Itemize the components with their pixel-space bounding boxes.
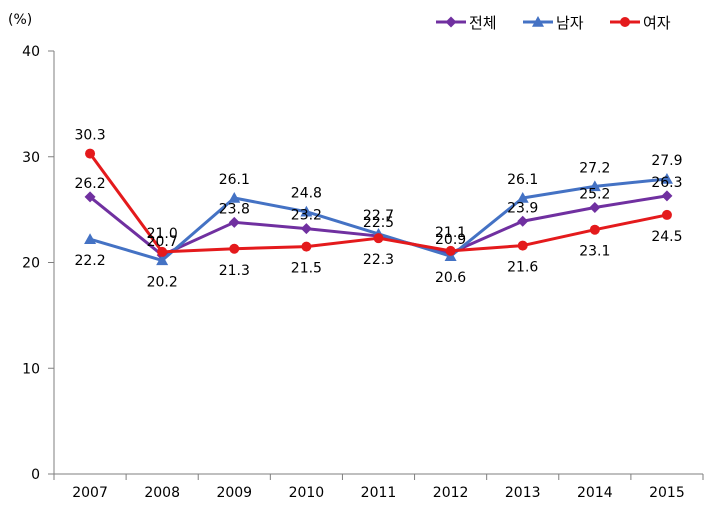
x-tick-label: 2007 [72,485,108,501]
data-point [156,254,169,266]
data-point [300,223,312,235]
data-point [84,233,97,245]
data-point [589,202,601,214]
y-tick-label: 20 [22,256,40,272]
data-label: 20.7 [147,234,178,250]
data-point [516,191,529,203]
data-label: 21.5 [291,261,322,277]
y-tick-label: 30 [22,150,40,166]
x-tick-label: 2014 [577,485,613,501]
legend-label: 전체 [469,14,497,32]
x-tick-label: 2009 [216,485,252,501]
x-tick-label: 2013 [505,485,541,501]
data-label: 22.3 [363,252,394,268]
data-point [301,241,312,252]
data-label: 26.3 [651,175,682,191]
data-point [660,172,673,184]
data-label: 23.2 [291,208,322,224]
data-label: 23.1 [579,244,610,260]
data-label: 21.3 [219,263,250,279]
data-label: 21.6 [507,260,538,276]
data-label: 24.5 [651,229,682,245]
data-label: 24.8 [291,186,322,202]
data-label: 30.3 [74,128,105,144]
data-label: 27.2 [579,160,610,176]
data-label: 20.6 [435,270,466,286]
y-tick-label: 10 [22,361,40,377]
y-tick-label: 40 [22,44,40,60]
legend-marker [620,17,630,27]
data-label: 22.2 [74,253,105,269]
data-label: 21.1 [435,225,466,241]
series-3 [85,148,672,257]
data-label: 23.8 [219,201,250,217]
x-tick-label: 2015 [649,485,685,501]
data-point [517,215,529,227]
data-point [445,245,456,256]
data-label: 20.2 [147,274,178,290]
legend: 전체 남자 여자 [436,14,671,32]
data-label: 22.5 [363,215,394,231]
legend-label: 남자 [556,14,584,32]
data-point [157,246,168,257]
series-layer [84,148,673,266]
x-tick-label: 2010 [289,485,325,501]
data-point [84,191,96,203]
legend-marker [532,16,544,27]
axes: 0 10 20 30 40 2007 2008 2009 2010 2011 2012 2013 201… [22,44,704,501]
data-label: 23.9 [507,200,538,216]
x-tick-label: 2011 [361,485,397,501]
data-point [373,233,384,244]
data-point [300,205,313,217]
data-point [228,191,241,203]
data-label: 26.1 [219,172,250,188]
data-label: 22.7 [363,208,394,224]
legend-label: 여자 [643,14,671,32]
data-point [517,240,528,251]
data-label: 21.0 [147,226,178,242]
data-point [661,209,672,220]
data-point [588,180,601,192]
data-point [229,243,240,254]
x-tick-label: 2012 [433,485,469,501]
y-axis-unit-label: (%) [8,12,32,28]
data-label: 26.2 [74,176,105,192]
legend-marker [445,16,457,28]
data-label: 27.9 [651,153,682,169]
data-point [589,224,600,235]
data-point [661,190,673,202]
legend-item: 전체 [436,14,497,32]
data-label: 20.9 [435,232,466,248]
data-label: 25.2 [579,187,610,203]
data-point [228,216,240,228]
legend-item: 여자 [610,14,671,32]
data-point [85,148,96,159]
data-labels-layer: 30.3 26.2 22.2 21.020.7 20.2 26.1 23.8 21.3 24.8… [74,128,682,291]
legend-item: 남자 [523,14,584,32]
data-label: 26.1 [507,172,538,188]
y-tick-label: 0 [31,467,40,483]
x-tick-label: 2008 [144,485,180,501]
